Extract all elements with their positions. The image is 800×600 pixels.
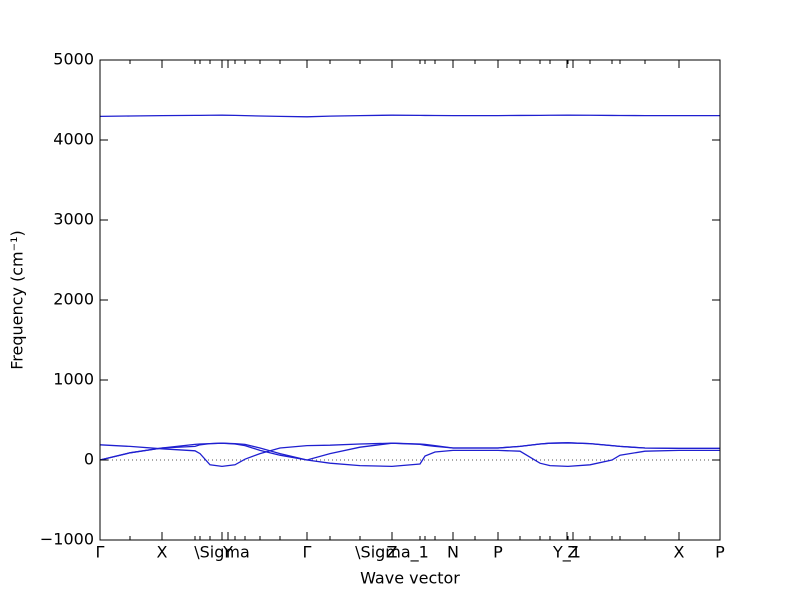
band-line <box>99 442 720 461</box>
x-tick-label: \Sigma_1 <box>355 543 429 563</box>
x-tick-label: N <box>447 543 459 562</box>
x-tick-label: X <box>157 543 168 562</box>
y-tick-label: 5000 <box>53 50 94 69</box>
y-tick-label: 0 <box>84 450 94 469</box>
y-tick-label: 1000 <box>53 370 94 389</box>
x-tick-label: Z <box>568 543 579 562</box>
y-axis-label: Frequency (cm⁻¹) <box>8 230 27 369</box>
band-line <box>99 114 720 118</box>
y-tick-label: 4000 <box>53 130 94 149</box>
y-tick-label: 3000 <box>53 210 94 229</box>
x-tick-label: X <box>674 543 685 562</box>
x-tick-label: P <box>493 543 503 562</box>
y-tick-label: 2000 <box>53 290 94 309</box>
x-tick-label: Γ <box>303 543 312 562</box>
y-tick-label: −1000 <box>40 530 94 549</box>
x-axis-label: Wave vector <box>360 569 460 588</box>
x-tick-label: Z <box>387 543 398 562</box>
plot-frame <box>99 59 721 541</box>
x-tick-label: Y_1 <box>552 543 581 563</box>
x-tick-label: Γ <box>96 543 105 562</box>
x-tick-label: \Sigma <box>194 543 250 562</box>
x-tick-label: Y <box>222 543 233 562</box>
x-tick-label: P <box>715 543 725 562</box>
